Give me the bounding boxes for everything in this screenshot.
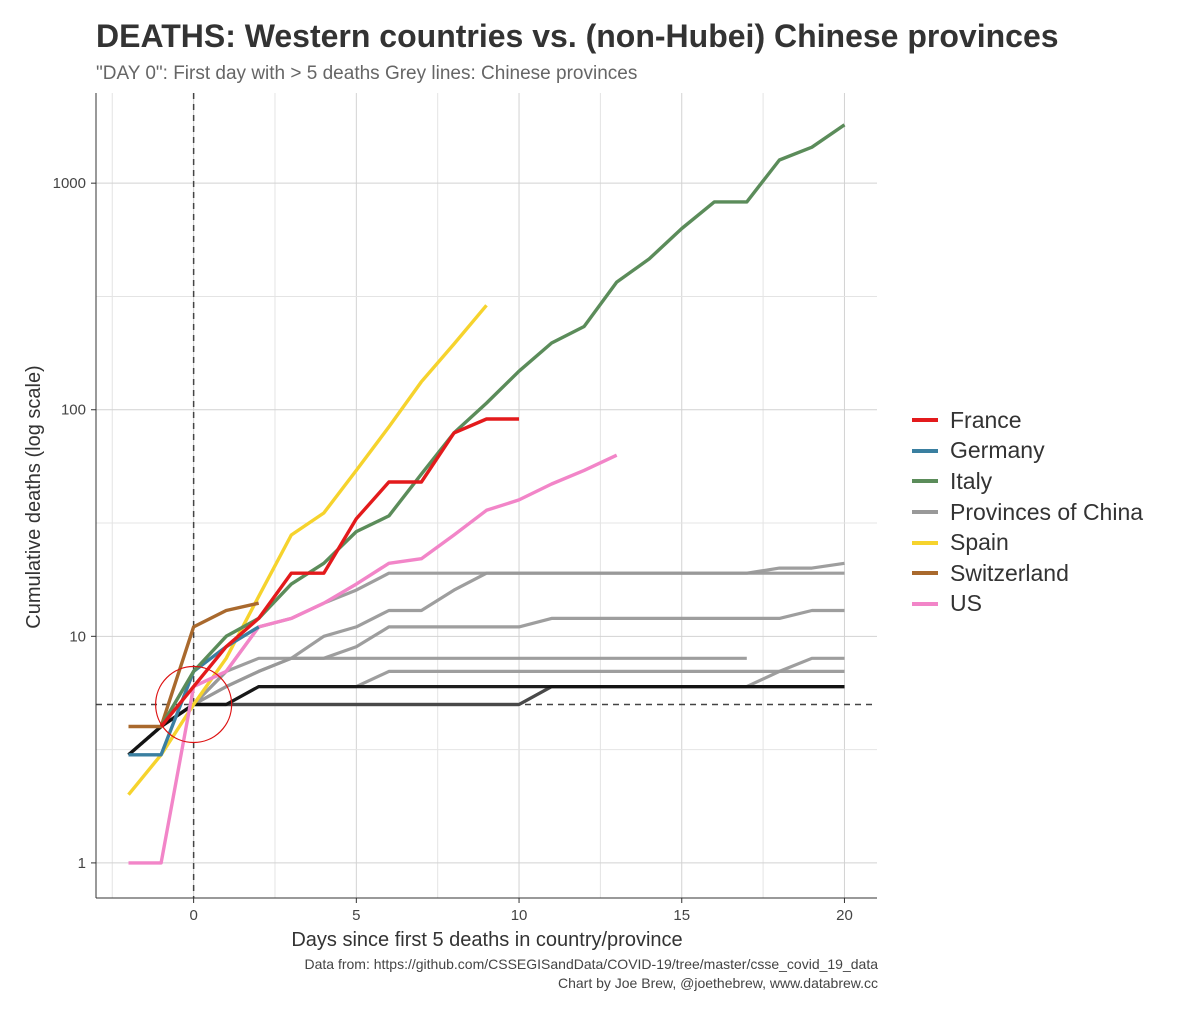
series-line-italy (159, 123, 846, 728)
legend-item: France (912, 405, 1143, 436)
legend-item: Spain (912, 527, 1143, 558)
china-province-line (127, 608, 845, 757)
x-tick-label: 5 (352, 907, 360, 924)
china-province-line (127, 669, 845, 757)
y-tick-label: 100 (61, 402, 86, 419)
legend-swatch (912, 540, 938, 545)
series-line-switzerland (128, 601, 260, 729)
legend-label: Switzerland (950, 559, 1069, 586)
grid-lines (96, 93, 877, 898)
legend-item: Provinces of China (912, 497, 1143, 528)
china-province-line (127, 685, 845, 757)
china-province-line (127, 571, 845, 757)
legend-swatch (912, 510, 938, 515)
chart-legend: France Germany Italy Provinces of China Spai… (912, 405, 1143, 619)
y-tick-label: 1 (78, 855, 86, 872)
china-province-line (127, 685, 845, 757)
legend-label: Italy (950, 467, 993, 494)
legend-item: US (912, 589, 1143, 620)
series-line-us (128, 453, 618, 865)
annotations (155, 665, 233, 744)
day-zero-circle-annotation (155, 665, 233, 744)
y-tick-labels: 1 10 100 1000 (53, 175, 86, 872)
y-tick-label: 10 (69, 628, 86, 645)
y-axis-label: Cumulative deaths (log scale) (23, 365, 45, 628)
legend-label: France (950, 406, 1022, 433)
author-caption: Chart by Joe Brew, @joethebrew, www.data… (557, 975, 878, 991)
legend-swatch (912, 479, 938, 484)
legend-label: Germany (950, 437, 1045, 464)
chart-subtitle: "DAY 0": First day with > 5 deaths Grey … (96, 63, 638, 84)
x-axis-label: Days since first 5 deaths in country/pro… (291, 929, 682, 951)
legend-item: Germany (912, 436, 1143, 467)
series-line-france (159, 417, 519, 728)
legend-item: Switzerland (912, 558, 1143, 589)
legend-swatch (912, 418, 938, 423)
x-tick-label: 15 (673, 907, 690, 924)
data-source-caption: Data from: https://github.com/CSSEGISand… (304, 956, 879, 972)
legend-label: US (950, 590, 982, 617)
legend-swatch (912, 448, 938, 453)
legend-item: Italy (912, 466, 1143, 497)
legend-swatch (912, 571, 938, 576)
legend-label: Spain (950, 529, 1009, 556)
chart-title: DEATHS: Western countries vs. (non-Hubei… (96, 18, 1059, 54)
x-tick-labels: 0 5 10 15 20 (189, 907, 852, 924)
china-province-line (127, 685, 845, 757)
x-tick-label: 0 (189, 907, 197, 924)
country-lines (127, 123, 846, 865)
y-tick-label: 1000 (53, 175, 86, 192)
legend-label: Provinces of China (950, 498, 1144, 525)
x-tick-label: 20 (836, 907, 853, 924)
axes (91, 93, 877, 903)
legend-swatch (912, 601, 938, 606)
china-province-line (127, 656, 747, 757)
x-tick-label: 10 (511, 907, 528, 924)
reference-lines (96, 93, 877, 898)
